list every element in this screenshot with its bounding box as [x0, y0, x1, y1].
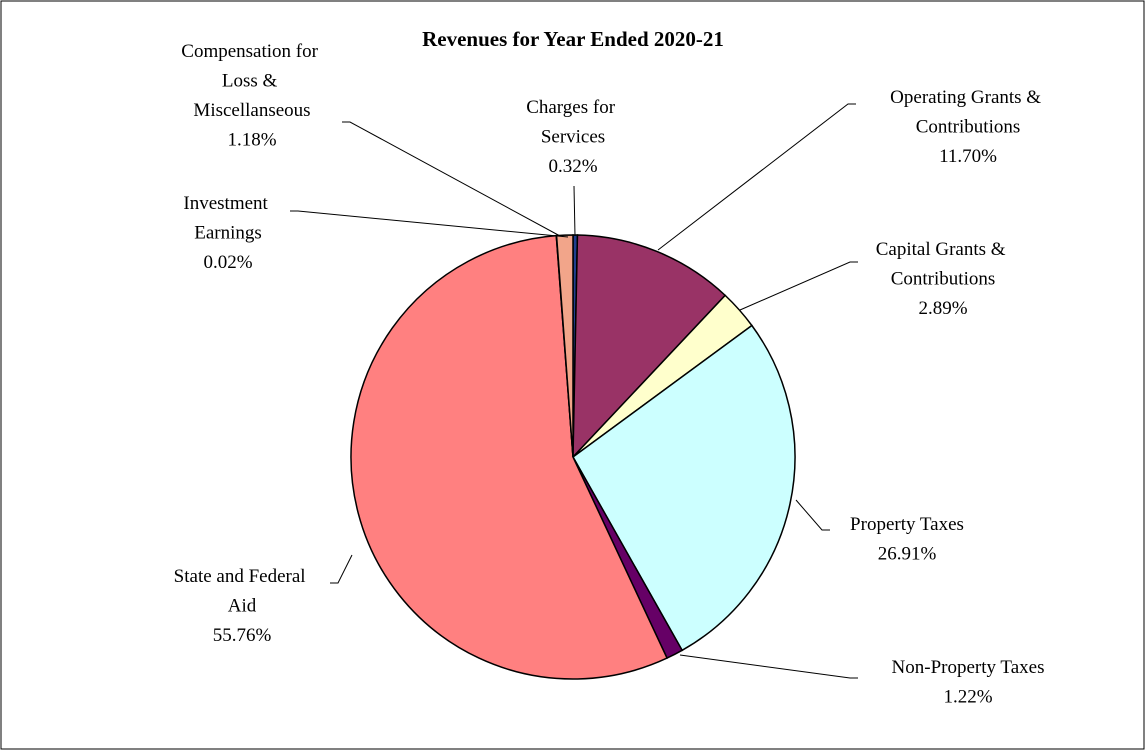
label-line: Contributions	[916, 117, 1021, 138]
value-label: 1.22%	[943, 687, 992, 708]
label-line: Compensation for	[181, 41, 322, 62]
label-line: Contributions	[891, 269, 996, 290]
label-line: Loss &	[222, 71, 282, 92]
label-line: Services	[541, 127, 605, 148]
leader-line	[739, 261, 858, 311]
leader-line	[290, 210, 569, 238]
leader-line	[795, 499, 830, 531]
leader-line	[657, 103, 856, 251]
label-line: Non-Property Taxes	[892, 657, 1045, 678]
value-label: 26.91%	[878, 544, 937, 565]
label-line: Capital Grants &	[876, 239, 1011, 260]
value-label: 11.70%	[939, 146, 997, 167]
slice-label: Capital Grants & Contributions	[876, 239, 1011, 290]
leader-line	[342, 121, 561, 237]
slice-label: Investment Earnings	[183, 193, 272, 244]
leader-line	[330, 554, 353, 584]
label-line: Property Taxes	[850, 514, 964, 535]
value-label: 0.32%	[548, 156, 597, 177]
label-line: Investment	[183, 193, 272, 214]
slice-label: State and Federal Aid	[174, 566, 311, 617]
label-line: Operating Grants &	[890, 87, 1046, 108]
slice-label: Property Taxes	[850, 514, 964, 535]
value-label: 2.89%	[918, 298, 967, 319]
slice-label: Charges for Services	[526, 97, 620, 148]
leader-line	[573, 185, 576, 237]
pie-slice	[572, 324, 796, 652]
slice-label: Compensation for Loss & Miscellanseous	[181, 41, 322, 121]
value-label: 55.76%	[213, 625, 272, 646]
leader-line	[679, 654, 858, 679]
label-line: Aid	[228, 596, 257, 617]
label-line: Earnings	[194, 223, 262, 244]
value-label: 1.18%	[227, 130, 276, 151]
chart-title: Revenues for Year Ended 2020-21	[422, 27, 724, 51]
label-line: Miscellanseous	[193, 100, 310, 121]
slice-label: Non-Property Taxes	[892, 657, 1045, 678]
pie-slice	[572, 234, 727, 459]
slice-label: Operating Grants & Contributions	[890, 87, 1046, 138]
pie-slice	[350, 234, 669, 680]
value-label: 0.02%	[203, 252, 252, 273]
label-line: Charges for	[526, 97, 620, 118]
label-line: State and Federal	[174, 566, 311, 587]
